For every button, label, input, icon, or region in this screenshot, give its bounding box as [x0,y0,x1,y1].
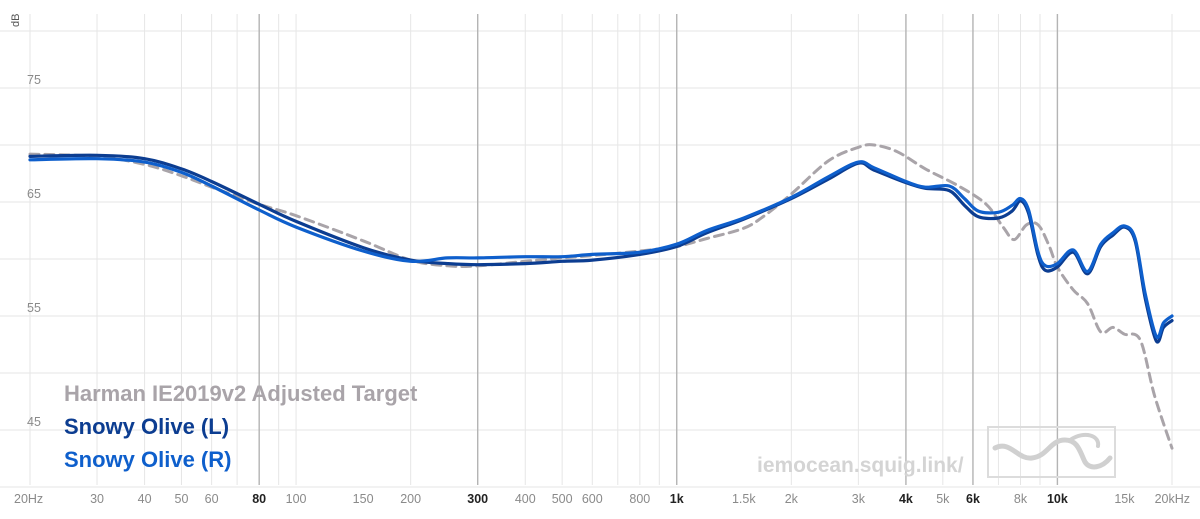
legend-entry-target: Harman IE2019v2 Adjusted Target [64,381,418,406]
x-tick-label: 10k [1047,492,1068,506]
grid [0,14,1200,488]
x-tick-label: 150 [353,492,374,506]
x-tick-label: 400 [515,492,536,506]
x-tick-label: 40 [138,492,152,506]
series-line-target [28,143,1174,450]
series-lines [28,143,1174,450]
y-axis-ticks: 75 65 55 45 [27,73,41,429]
y-tick-label: 75 [27,73,41,87]
x-tick-label: 100 [286,492,307,506]
x-tick-label: 800 [629,492,650,506]
watermark-text: iemocean.squig.link/ [757,454,964,477]
x-tick-label: 4k [899,492,913,506]
legend-entry-left: Snowy Olive (L) [64,414,229,439]
x-tick-label: 6k [966,492,980,506]
x-tick-label: 15k [1114,492,1135,506]
series-line-right [28,157,1174,340]
y-tick-label: 55 [27,301,41,315]
x-tick-label: 20Hz [14,492,43,506]
x-tick-label: 1.5k [732,492,756,506]
watermark: iemocean.squig.link/ [757,426,1116,478]
x-tick-label: 5k [936,492,950,506]
y-tick-label: 65 [27,187,41,201]
x-tick-label: 2k [785,492,799,506]
squiglink-logo-icon [987,426,1116,478]
x-tick-label: 3k [852,492,866,506]
x-tick-label: 1k [670,492,684,506]
x-tick-label: 30 [90,492,104,506]
x-tick-label: 500 [552,492,573,506]
legend-entry-right: Snowy Olive (R) [64,447,231,472]
x-tick-label: 50 [175,492,189,506]
legend: Harman IE2019v2 Adjusted Target Snowy Ol… [64,381,418,472]
x-axis-ticks: 20Hz 30 40 50 60 80 100 150 200 300 400 500 600 800 1k… [14,492,1190,506]
x-tick-label: 200 [400,492,421,506]
x-tick-label: 300 [467,492,488,506]
y-tick-label: 45 [27,415,41,429]
x-tick-label: 600 [582,492,603,506]
x-tick-label: 80 [252,492,266,506]
x-tick-label: 60 [205,492,219,506]
x-tick-label: 20kHz [1155,492,1190,506]
x-tick-label: 8k [1014,492,1028,506]
y-axis-label: dB [10,14,22,27]
